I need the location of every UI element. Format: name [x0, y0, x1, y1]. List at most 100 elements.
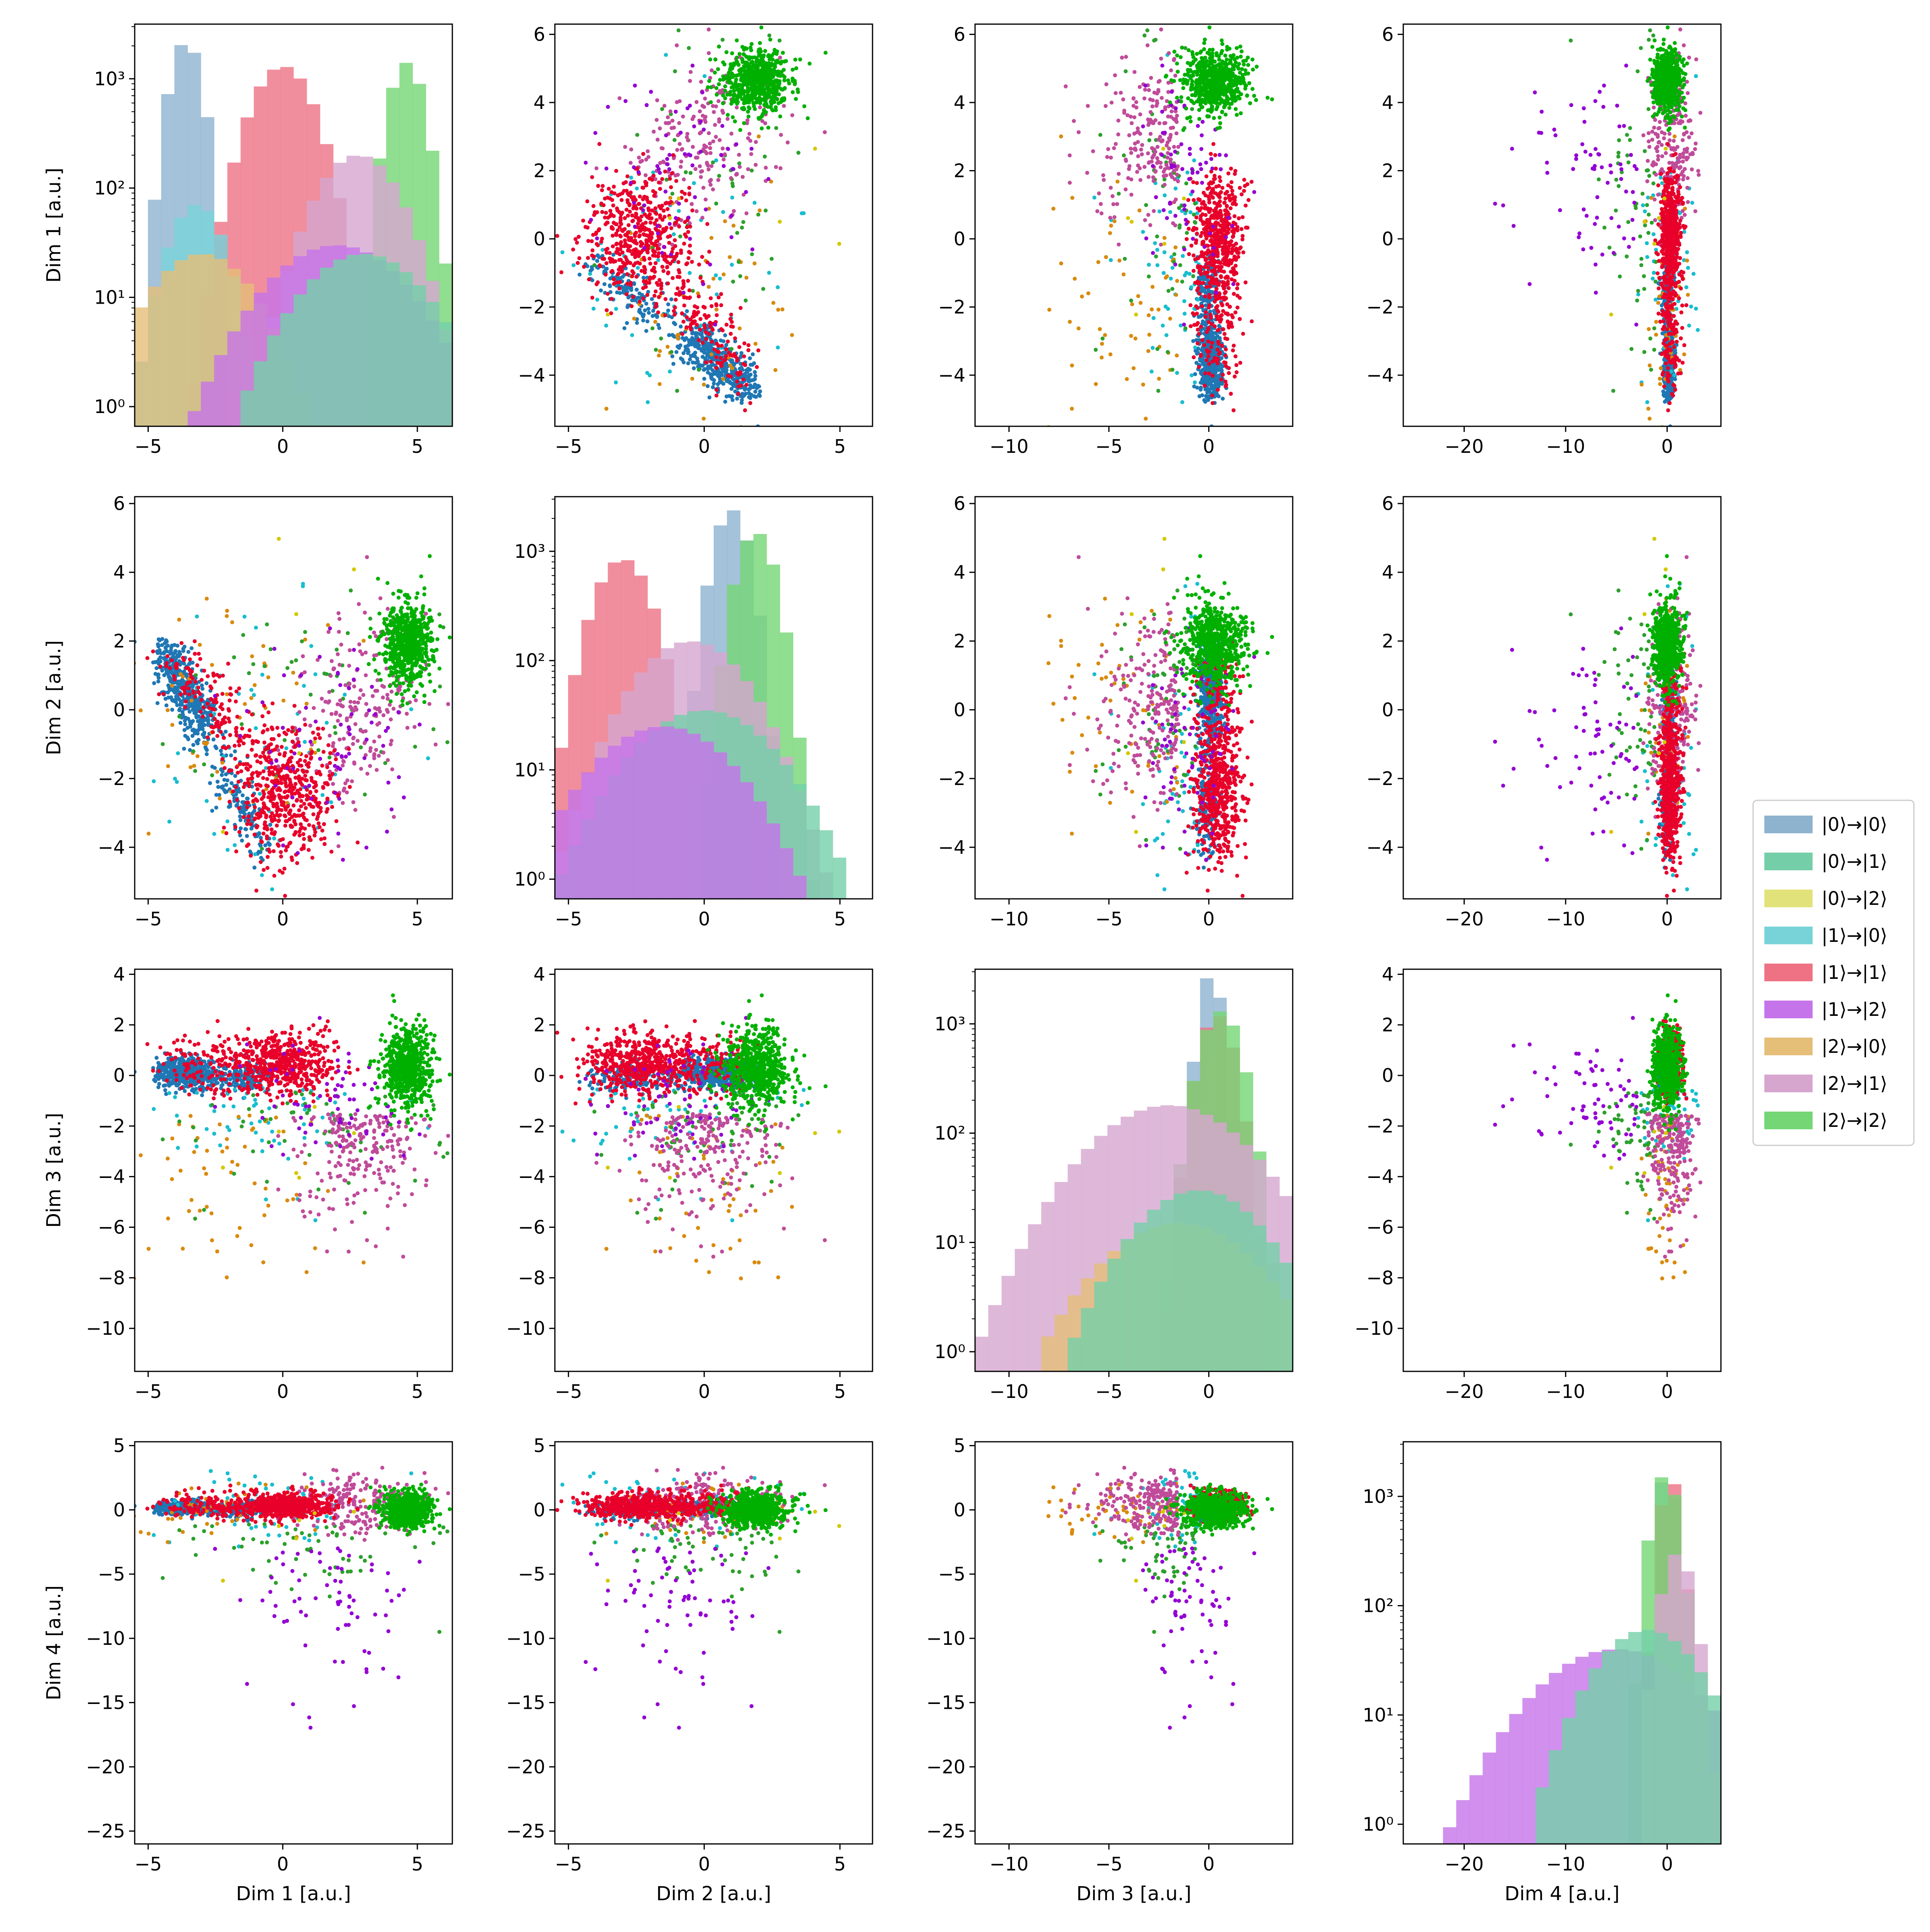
scatter-point: [657, 354, 661, 358]
scatter-point: [702, 417, 706, 421]
scatter-point: [1117, 243, 1121, 247]
scatter-point: [1190, 167, 1194, 171]
scatter-point: [1168, 101, 1172, 105]
scatter-point: [674, 350, 678, 354]
scatter-point: [647, 307, 651, 311]
scatter-point: [702, 74, 706, 78]
scatter-point: [1232, 82, 1236, 86]
scatter-point: [1242, 178, 1246, 182]
scatter-point: [702, 144, 706, 148]
scatter-point: [780, 307, 784, 311]
scatter-point: [1224, 297, 1228, 301]
scatter-point: [673, 222, 677, 226]
scatter-point: [729, 325, 733, 329]
scatter-point: [611, 234, 615, 238]
scatter-point: [677, 197, 681, 201]
scatter-point: [1140, 143, 1144, 147]
scatter-point: [655, 98, 659, 102]
scatter-point: [1100, 212, 1104, 216]
scatter-point: [735, 102, 739, 106]
scatter-point: [659, 287, 663, 291]
scatter-point: [647, 311, 651, 315]
scatter-point: [665, 345, 669, 349]
scatter-point: [1207, 296, 1211, 300]
scatter-point: [734, 85, 738, 89]
scatter-point: [727, 351, 731, 355]
scatter-point: [774, 126, 778, 130]
scatter-point: [1223, 53, 1227, 58]
scatter-point: [743, 73, 747, 77]
scatter-point: [754, 395, 758, 399]
scatter-point: [732, 89, 736, 93]
scatter-point: [727, 80, 731, 84]
scatter-point: [1220, 344, 1224, 348]
scatter-point: [1159, 161, 1163, 165]
scatter-point: [610, 198, 614, 202]
scatter-point: [1154, 38, 1158, 42]
scatter-point: [1211, 228, 1215, 232]
scatter-point: [616, 193, 620, 197]
scatter-point: [675, 100, 679, 104]
scatter-point: [691, 360, 695, 364]
scatter-point: [721, 78, 725, 82]
scatter-point: [707, 250, 711, 254]
scatter-point: [1225, 62, 1229, 66]
panel-1-1-xtick-label: −5: [135, 436, 162, 457]
scatter-point: [679, 131, 683, 135]
hist-bar: [135, 307, 148, 426]
scatter-point: [1218, 175, 1222, 179]
scatter-point: [776, 81, 780, 85]
scatter-point: [731, 167, 735, 171]
scatter-point: [1151, 346, 1155, 350]
scatter-point: [1220, 49, 1224, 53]
scatter-point: [730, 263, 734, 267]
scatter-point: [1146, 43, 1150, 47]
scatter-point: [1190, 93, 1194, 97]
scatter-point: [655, 164, 659, 168]
scatter-point: [1164, 163, 1168, 167]
scatter-point: [599, 288, 603, 292]
scatter-point: [1229, 54, 1233, 58]
scatter-point: [683, 152, 687, 156]
scatter-point: [695, 209, 699, 213]
scatter-point: [1174, 293, 1178, 297]
scatter-point: [1215, 304, 1220, 308]
scatter-point: [1204, 315, 1208, 319]
scatter-point: [762, 108, 766, 112]
scatter-point: [1224, 361, 1228, 365]
scatter-point: [1226, 216, 1230, 220]
scatter-point: [730, 51, 734, 55]
scatter-point: [706, 167, 710, 171]
scatter-point: [668, 234, 672, 238]
scatter-point: [1229, 166, 1233, 171]
scatter-point: [729, 312, 733, 317]
scatter-point: [1241, 59, 1245, 63]
scatter-point: [726, 374, 730, 378]
scatter-point: [1191, 228, 1195, 232]
scatter-point: [1203, 265, 1207, 269]
scatter-point: [1101, 173, 1105, 177]
scatter-point: [1204, 84, 1208, 88]
scatter-point: [650, 208, 654, 212]
scatter-point: [1213, 174, 1217, 178]
scatter-point: [665, 260, 669, 264]
scatter-point: [663, 297, 667, 301]
panel-1-1-plot-area: [135, 45, 453, 426]
scatter-point: [1240, 67, 1244, 71]
scatter-point: [1213, 210, 1217, 214]
scatter-point: [1175, 371, 1179, 375]
scatter-point: [577, 273, 581, 277]
scatter-point: [1189, 303, 1193, 307]
scatter-point: [1047, 308, 1051, 312]
scatter-point: [600, 188, 604, 192]
scatter-point: [1136, 294, 1140, 298]
scatter-point: [682, 242, 686, 246]
scatter-point: [635, 321, 639, 325]
panel-1-2-ytick-label: −2: [518, 296, 545, 318]
scatter-point: [690, 202, 694, 206]
scatter-point: [1197, 64, 1201, 68]
scatter-point: [1199, 388, 1203, 392]
scatter-point: [1149, 110, 1153, 114]
scatter-point: [798, 58, 802, 62]
scatter-point: [1204, 257, 1208, 261]
